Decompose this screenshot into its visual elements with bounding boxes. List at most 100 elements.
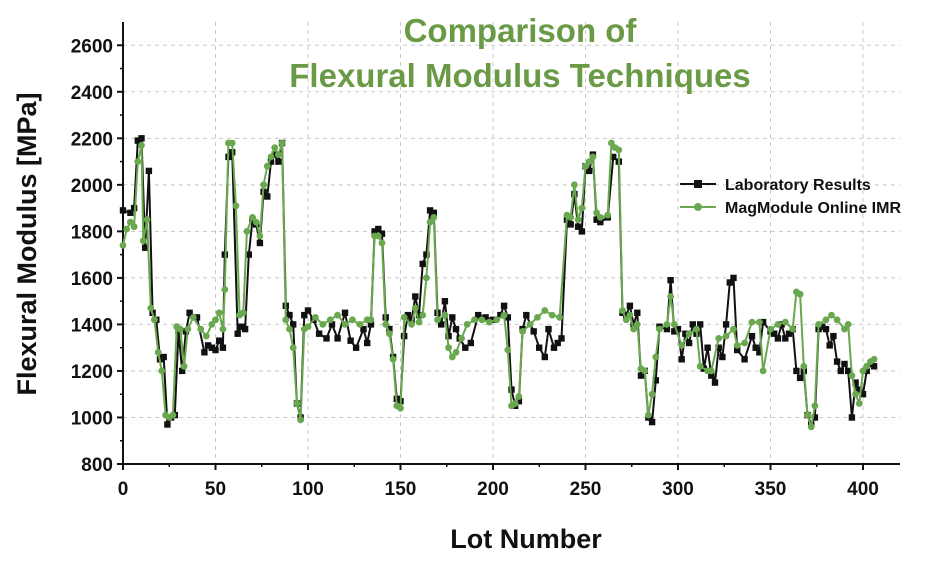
data-point-lab [741, 356, 748, 363]
data-point-imr [571, 181, 578, 189]
data-point-lab [386, 325, 393, 333]
data-point-lab [441, 298, 449, 305]
data-point-imr [693, 325, 700, 333]
y-tick-label: 2400 [71, 83, 113, 104]
data-point-lab [378, 230, 386, 237]
data-point-imr [382, 321, 390, 328]
data-point-imr [815, 321, 822, 328]
data-point-lab [719, 353, 726, 361]
y-tick-label: 1800 [71, 222, 113, 243]
data-point-lab [467, 339, 474, 347]
data-point-imr [841, 325, 848, 333]
data-point-lab [334, 335, 341, 342]
data-point-imr [169, 411, 177, 419]
y-tick-label: 1400 [71, 315, 113, 336]
data-point-lab [179, 367, 186, 375]
data-point-imr [202, 332, 210, 340]
data-point-imr [519, 328, 526, 335]
x-tick-label: 50 [205, 479, 226, 500]
data-point-lab [759, 318, 767, 326]
x-tick-label: 250 [570, 479, 602, 500]
data-point-lab [438, 321, 445, 328]
data-point-lab [328, 321, 336, 328]
data-point-lab [558, 335, 565, 342]
data-point-imr [423, 274, 430, 282]
data-point-imr [596, 214, 604, 221]
data-point-imr [138, 141, 145, 149]
data-point-imr [593, 209, 600, 217]
data-point-lab [216, 337, 223, 344]
data-point-lab [256, 239, 264, 247]
data-point-lab [785, 330, 793, 337]
data-point-imr [349, 316, 356, 324]
data-point-imr [548, 311, 556, 319]
data-point-imr [859, 367, 867, 375]
data-point-lab [652, 377, 659, 384]
data-point-imr [811, 402, 819, 410]
data-point-lab [550, 344, 558, 351]
data-point-imr [386, 330, 393, 338]
data-point-imr [408, 321, 415, 328]
legend-imr-label: MagModule Online IMR [725, 200, 901, 217]
data-point-lab [726, 279, 733, 286]
x-tick-label: 0 [118, 479, 129, 500]
data-point-imr [367, 316, 375, 324]
data-point-lab [347, 337, 354, 344]
data-point-lab [504, 314, 511, 321]
data-point-lab [245, 251, 252, 258]
data-point-imr [645, 411, 652, 419]
data-point-imr [767, 325, 774, 333]
data-point-imr [500, 311, 508, 319]
data-point-imr [221, 286, 229, 293]
data-point-lab [201, 349, 208, 356]
data-point-imr [556, 314, 563, 321]
data-point-lab [138, 135, 145, 142]
data-point-imr [184, 325, 192, 333]
data-point-lab [267, 158, 275, 165]
data-point-imr [389, 355, 397, 363]
data-point-lab [848, 414, 856, 421]
data-point-imr [289, 344, 297, 352]
data-point-lab [452, 325, 460, 333]
data-point-lab [375, 225, 382, 233]
data-point-lab [304, 307, 312, 314]
data-point-lab [623, 311, 630, 319]
data-point-imr [822, 316, 830, 324]
data-point-imr [478, 316, 486, 324]
data-point-imr [415, 318, 423, 326]
data-point-lab [500, 302, 508, 309]
data-point-lab [841, 360, 848, 368]
data-point-lab [142, 244, 149, 251]
data-point-lab [711, 379, 719, 386]
data-point-imr [855, 400, 863, 407]
data-point-lab [315, 330, 323, 337]
data-point-imr [848, 372, 856, 379]
data-point-imr [378, 239, 386, 247]
data-point-lab [412, 293, 419, 300]
data-point-imr [228, 139, 236, 147]
data-point-imr [271, 144, 279, 152]
data-point-imr [249, 214, 256, 221]
data-point-imr [756, 318, 763, 326]
y-tick-label: 2000 [71, 176, 113, 197]
data-point-imr [326, 316, 334, 324]
data-point-lab [371, 228, 378, 235]
data-point-imr [685, 330, 693, 338]
data-point-imr [870, 355, 878, 363]
data-point-lab [404, 311, 412, 319]
data-point-lab [134, 137, 141, 144]
data-point-imr [151, 316, 158, 324]
data-point-imr [781, 318, 789, 326]
data-point-lab [545, 325, 552, 333]
data-point-imr [648, 390, 656, 398]
data-point-lab [682, 330, 689, 337]
data-point-imr [567, 214, 575, 221]
data-point-lab [127, 209, 134, 216]
x-tick-label: 350 [755, 479, 787, 500]
data-point-imr [448, 353, 456, 361]
data-point-lab [574, 223, 582, 230]
data-point-imr [678, 342, 686, 349]
y-tick-label: 2600 [71, 36, 113, 57]
data-point-lab [697, 321, 704, 328]
